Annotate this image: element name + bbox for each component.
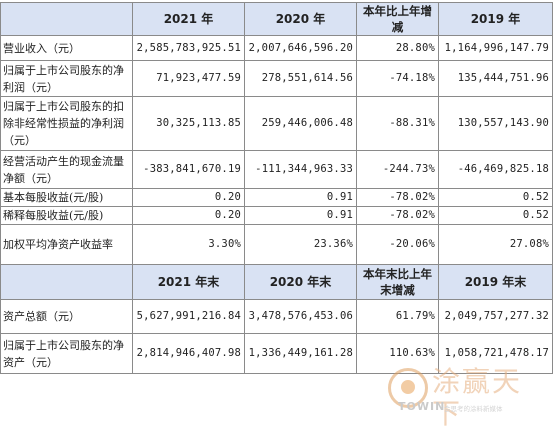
row-label: 归属于上市公司股东的净利润（元） — [0, 60, 133, 97]
header-change-end: 本年末比上年末增减 — [356, 264, 439, 300]
value-2019: 1,058,721,478.17 — [438, 333, 553, 374]
value-2021: 0.20 — [132, 188, 245, 207]
value-change: 28.80% — [356, 35, 439, 61]
header-row-annual: 2021 年 2020 年 本年比上年增减 2019 年 — [0, 2, 553, 36]
value-change: 110.63% — [356, 333, 439, 374]
value-change: 61.79% — [356, 299, 439, 334]
value-2019: 27.08% — [438, 224, 553, 265]
row-label: 归属于上市公司股东的扣除非经常性损益的净利润（元） — [0, 96, 133, 151]
value-2019: -46,469,825.18 — [438, 150, 553, 189]
table-row: 归属于上市公司股东的净利润（元） 71,923,477.59 278,551,6… — [0, 60, 553, 97]
value-2019: 1,164,996,147.79 — [438, 35, 553, 61]
header-blank-cell — [0, 264, 133, 300]
row-label: 营业收入（元） — [0, 35, 133, 61]
value-2021: 0.20 — [132, 206, 245, 225]
value-2019: 0.52 — [438, 206, 553, 225]
header-blank-cell — [0, 2, 133, 36]
row-label: 加权平均净资产收益率 — [0, 224, 133, 265]
value-2019: 2,049,757,277.32 — [438, 299, 553, 334]
row-label: 资产总额（元） — [0, 299, 133, 334]
value-2021: 3.30% — [132, 224, 245, 265]
watermark-brand-en: TOWIN — [398, 400, 446, 413]
value-2021: 2,585,783,925.51 — [132, 35, 245, 61]
value-change: -244.73% — [356, 150, 439, 189]
table-row: 资产总额（元） 5,627,991,216.84 3,478,576,453.0… — [0, 299, 553, 334]
value-change: -74.18% — [356, 60, 439, 97]
value-2020: 0.91 — [244, 206, 357, 225]
value-change: -20.06% — [356, 224, 439, 265]
value-change: -88.31% — [356, 96, 439, 151]
value-2020: 0.91 — [244, 188, 357, 207]
header-change: 本年比上年增减 — [356, 2, 439, 36]
header-2021-end: 2021 年末 — [132, 264, 245, 300]
header-2021: 2021 年 — [132, 2, 245, 36]
table-row: 经营活动产生的现金流量净额（元） -383,841,670.19 -111,34… — [0, 150, 553, 189]
table-row: 基本每股收益(元/股) 0.20 0.91 -78.02% 0.52 — [0, 188, 553, 207]
row-label: 经营活动产生的现金流量净额（元） — [0, 150, 133, 189]
header-2020-end: 2020 年末 — [244, 264, 357, 300]
value-2020: 259,446,006.48 — [244, 96, 357, 151]
table-row: 加权平均净资产收益率 3.30% 23.36% -20.06% 27.08% — [0, 224, 553, 265]
value-2020: 23.36% — [244, 224, 357, 265]
table-row: 归属于上市公司股东的扣除非经常性损益的净利润（元） 30,325,113.85 … — [0, 96, 553, 151]
value-2020: 3,478,576,453.06 — [244, 299, 357, 334]
value-change: -78.02% — [356, 188, 439, 207]
watermark-logo-icon — [388, 368, 428, 408]
value-2021: 5,627,991,216.84 — [132, 299, 245, 334]
value-change: -78.02% — [356, 206, 439, 225]
row-label: 基本每股收益(元/股) — [0, 188, 133, 207]
header-2020: 2020 年 — [244, 2, 357, 36]
value-2021: 2,814,946,407.98 — [132, 333, 245, 374]
value-2019: 130,557,143.90 — [438, 96, 553, 151]
row-label: 归属于上市公司股东的净资产（元） — [0, 333, 133, 374]
row-label: 稀释每股收益(元/股) — [0, 206, 133, 225]
value-2020: 1,336,449,161.28 — [244, 333, 357, 374]
value-2020: -111,344,963.33 — [244, 150, 357, 189]
value-2019: 135,444,751.96 — [438, 60, 553, 97]
watermark-brand-cn: 涂赢天下 — [432, 365, 523, 430]
value-2019: 0.52 — [438, 188, 553, 207]
header-2019-end: 2019 年末 — [438, 264, 553, 300]
header-row-yearend: 2021 年末 2020 年末 本年末比上年末增减 2019 年末 — [0, 264, 553, 300]
table-row: 稀释每股收益(元/股) 0.20 0.91 -78.02% 0.52 — [0, 206, 553, 225]
table-row: 归属于上市公司股东的净资产（元） 2,814,946,407.98 1,336,… — [0, 333, 553, 374]
value-2021: 71,923,477.59 — [132, 60, 245, 97]
value-2021: 30,325,113.85 — [132, 96, 245, 151]
watermark-tagline: 会思考的涂料新媒体 — [444, 405, 503, 413]
header-2019: 2019 年 — [438, 2, 553, 36]
table-row: 营业收入（元） 2,585,783,925.51 2,007,646,596.2… — [0, 35, 553, 61]
value-2021: -383,841,670.19 — [132, 150, 245, 189]
value-2020: 278,551,614.56 — [244, 60, 357, 97]
value-2020: 2,007,646,596.20 — [244, 35, 357, 61]
financial-table: 2021 年 2020 年 本年比上年增减 2019 年 营业收入（元） 2,5… — [0, 2, 553, 374]
